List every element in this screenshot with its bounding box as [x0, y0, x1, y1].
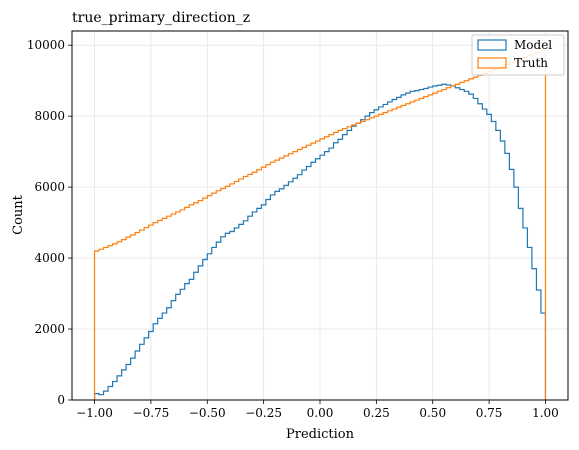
series-model-step	[93, 83, 547, 400]
grid-layer	[72, 31, 568, 401]
x-tick-label: −0.25	[245, 406, 282, 420]
legend-label-truth: Truth	[514, 56, 548, 70]
y-tick-label: 2000	[34, 322, 65, 336]
x-tick-label: 0.00	[307, 406, 334, 420]
legend-swatch-model	[477, 39, 507, 51]
legend-box	[471, 34, 565, 76]
series-truth-step	[93, 49, 547, 400]
chart-title: true_primary_direction_z	[72, 10, 250, 26]
x-axis-label: Prediction	[286, 427, 355, 442]
x-tick-label: 0.50	[419, 406, 446, 420]
legend-label-model: Model	[514, 38, 552, 52]
y-tick-label: 4000	[34, 251, 65, 265]
y-tick-label: 8000	[34, 109, 65, 123]
legend: Model Truth	[471, 34, 565, 76]
y-axis-label: Count	[11, 194, 26, 235]
ticks-layer: −1.00 −0.75 −0.50 −0.25 0.00 0.25 0.50 0.75 1.00…	[27, 38, 559, 420]
y-tick-label: 0	[57, 393, 65, 407]
x-tick-label: 1.00	[532, 406, 559, 420]
x-tick-label: −1.00	[76, 406, 113, 420]
series-layer	[93, 49, 547, 400]
x-tick-label: 0.75	[476, 406, 503, 420]
legend-swatch-truth	[477, 57, 507, 69]
y-tick-label: 10000	[27, 38, 65, 52]
x-tick-label: −0.50	[189, 406, 226, 420]
y-tick-label: 6000	[34, 180, 65, 194]
x-tick-label: −0.75	[133, 406, 170, 420]
x-tick-label: 0.25	[363, 406, 390, 420]
